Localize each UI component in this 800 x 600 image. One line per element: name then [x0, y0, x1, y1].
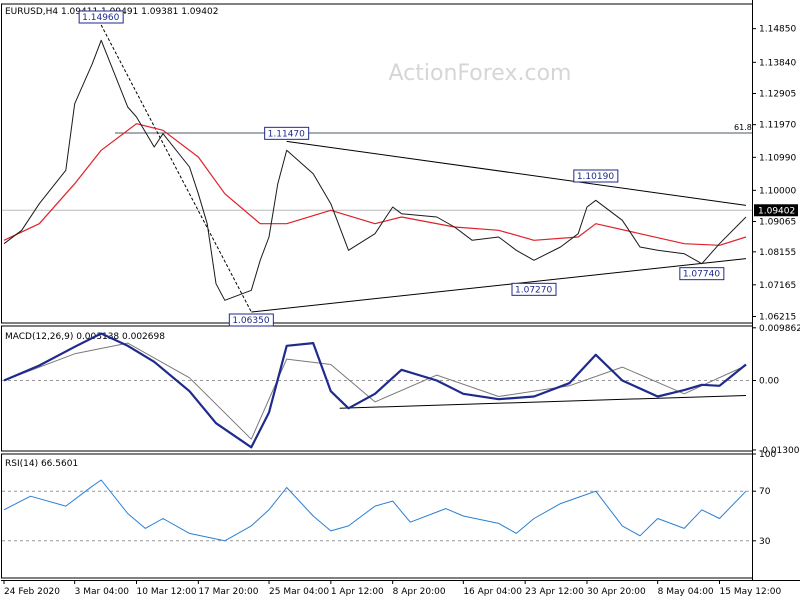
time-axis-label: 8 Apr 20:00 — [393, 587, 446, 597]
price-callout-label: 1.11470 — [268, 129, 305, 139]
price-callout-label: 1.07270 — [515, 285, 552, 295]
price-callout-box — [573, 169, 619, 183]
rsi-tick-label: 100 — [759, 450, 776, 460]
time-axis-label: 3 Mar 04:00 — [75, 587, 130, 597]
time-axis-label: 10 Mar 12:00 — [137, 587, 197, 597]
macd-trendline — [339, 394, 747, 409]
price-callout-box — [264, 126, 310, 140]
price-callout-box — [228, 313, 274, 327]
rsi-line — [3, 479, 747, 542]
price-series-line — [3, 39, 747, 301]
price-callout-box — [679, 267, 725, 281]
price-callout-label: 1.10190 — [577, 172, 614, 182]
rsi-tick-label: 70 — [759, 487, 771, 497]
macd-tick-label: 0.009862 — [759, 324, 800, 334]
trendline — [286, 140, 747, 206]
price-tick-label: 1.11970 — [759, 121, 796, 131]
price-tick-label: 1.06215 — [759, 313, 796, 323]
price-callout-box — [78, 10, 124, 24]
time-axis-label: 1 Apr 12:00 — [331, 587, 384, 597]
time-axis-label: 16 Apr 04:00 — [463, 587, 522, 597]
price-callout-label: 1.14960 — [82, 13, 119, 23]
rsi-label: RSI(14) 66.5601 — [5, 459, 78, 469]
price-tick-label: 1.12905 — [759, 90, 796, 100]
price-tick-label: 1.07165 — [759, 281, 796, 291]
price-callout-box — [511, 282, 557, 296]
price-tick-label: 1.10000 — [759, 186, 796, 196]
price-callout-label: 1.06350 — [232, 316, 269, 326]
macd-label: MACD(12,26,9) 0.003138 0.002698 — [5, 332, 165, 342]
macd-tick-label: 0.00 — [759, 376, 779, 386]
watermark: ActionForex.com — [389, 61, 572, 86]
price-tick-label: 1.13840 — [759, 58, 796, 68]
time-axis-label: 8 May 04:00 — [658, 587, 714, 597]
macd-tick-label: -0.013002 — [759, 446, 800, 456]
price-tick-label: 1.10990 — [759, 153, 796, 163]
time-axis-label: 15 May 12:00 — [720, 587, 782, 597]
time-axis-label: 30 Apr 20:00 — [587, 587, 646, 597]
current-price-marker — [754, 204, 798, 217]
fib-label: 61.8 — [734, 123, 752, 132]
current-price-label: 1.09402 — [758, 206, 795, 216]
time-axis-label: 23 Apr 12:00 — [525, 587, 584, 597]
time-axis-label: 17 Mar 20:00 — [198, 587, 258, 597]
price-callout-label: 1.07740 — [683, 270, 720, 280]
dashed-trendline — [100, 24, 252, 313]
trendline — [251, 258, 747, 313]
rsi-tick-label: 30 — [759, 537, 771, 547]
price-tick-label: 1.08155 — [759, 248, 796, 258]
price-tick-label: 1.09065 — [759, 218, 796, 228]
macd-signal-line — [3, 342, 747, 440]
time-axis-label: 24 Feb 2020 — [4, 587, 60, 597]
ma-line — [3, 123, 747, 246]
macd-line — [3, 332, 747, 449]
price-tick-label: 1.14850 — [759, 25, 796, 35]
time-axis-label: 25 Mar 04:00 — [269, 587, 329, 597]
